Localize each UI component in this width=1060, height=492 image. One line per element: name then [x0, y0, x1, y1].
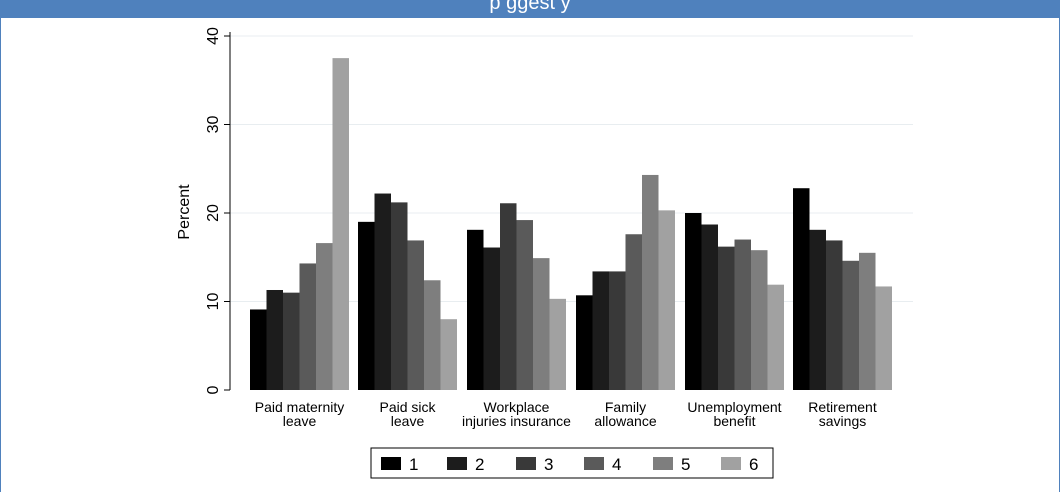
- bar-2-1: [374, 193, 391, 390]
- legend-swatch-5: [653, 457, 673, 470]
- bar-6-3: [658, 210, 675, 390]
- x-tick-label: Paid sick: [379, 399, 436, 415]
- y-tick-label: 30: [205, 116, 222, 134]
- y-axis: 0 10 20 30 40: [205, 27, 231, 394]
- chart-frame: 0 10 20 30 40 Paid maternity leave Paid sick le…: [0, 18, 1060, 492]
- bar-1-5: [793, 188, 810, 390]
- bar-3-2: [500, 203, 517, 390]
- bar-1-0: [250, 309, 267, 390]
- bar-6-2: [549, 298, 566, 390]
- legend-swatch-1: [381, 457, 401, 470]
- legend: 1 2 3 4 5 6: [370, 447, 774, 479]
- bar-4-5: [842, 260, 859, 390]
- legend-label-3: 3: [544, 455, 553, 474]
- legend-swatch-4: [584, 457, 604, 470]
- x-tick-label: leave: [283, 413, 317, 429]
- legend-label-4: 4: [612, 455, 621, 474]
- bar-4-2: [516, 220, 533, 390]
- bar-4-3: [625, 234, 642, 390]
- x-tick-label: Unemployment: [687, 399, 781, 415]
- bar-3-5: [826, 240, 843, 390]
- x-tick-label: savings: [819, 413, 866, 429]
- bar-6-4: [767, 284, 784, 390]
- legend-label-1: 1: [409, 455, 418, 474]
- x-tick-label: Workplace: [484, 399, 550, 415]
- x-tick-label: leave: [391, 413, 425, 429]
- bar-6-1: [440, 319, 457, 390]
- legend-swatch-2: [447, 457, 467, 470]
- legend-box: [370, 447, 774, 479]
- bar-2-4: [701, 224, 718, 390]
- bar-5-3: [642, 174, 659, 390]
- title-bar: p ggest y: [0, 0, 1060, 18]
- bar-5-2: [533, 258, 550, 390]
- legend-label-2: 2: [475, 455, 484, 474]
- legend-label-5: 5: [681, 455, 690, 474]
- bar-4-1: [407, 240, 424, 390]
- y-tick-label: 40: [205, 27, 222, 45]
- bar-1-1: [358, 221, 375, 390]
- bars: [250, 58, 892, 390]
- y-tick-label: 20: [205, 204, 222, 222]
- bar-3-0: [283, 292, 300, 390]
- legend-swatch-6: [721, 457, 741, 470]
- x-tick-label: benefit: [713, 413, 755, 429]
- bar-1-4: [685, 213, 702, 390]
- bar-5-1: [424, 280, 441, 390]
- y-tick-label: 0: [205, 385, 222, 394]
- y-tick-label: 10: [205, 293, 222, 311]
- bar-3-1: [391, 202, 408, 390]
- bar-1-3: [576, 295, 593, 390]
- y-axis-label: Percent: [176, 184, 193, 240]
- bar-4-4: [734, 239, 751, 390]
- x-tick-label: allowance: [594, 413, 656, 429]
- bar-6-0: [332, 58, 349, 390]
- bar-5-4: [751, 250, 768, 390]
- x-tick-label: Retirement: [808, 399, 877, 415]
- bar-3-4: [718, 246, 735, 390]
- bar-2-2: [483, 247, 500, 390]
- bar-5-0: [316, 243, 333, 390]
- bar-2-0: [266, 289, 283, 390]
- bar-1-2: [467, 229, 484, 390]
- x-tick-label: Family: [605, 399, 646, 415]
- legend-label-6: 6: [749, 455, 758, 474]
- title-text: p ggest y: [489, 0, 571, 14]
- bar-2-5: [809, 229, 826, 390]
- legend-swatch-3: [516, 457, 536, 470]
- bar-6-5: [875, 286, 892, 390]
- bar-3-3: [609, 271, 626, 390]
- x-tick-label: Paid maternity: [255, 399, 344, 415]
- bar-4-0: [299, 263, 316, 390]
- bar-2-3: [592, 271, 609, 390]
- bar-5-5: [859, 252, 876, 390]
- x-tick-label: injuries insurance: [462, 413, 571, 429]
